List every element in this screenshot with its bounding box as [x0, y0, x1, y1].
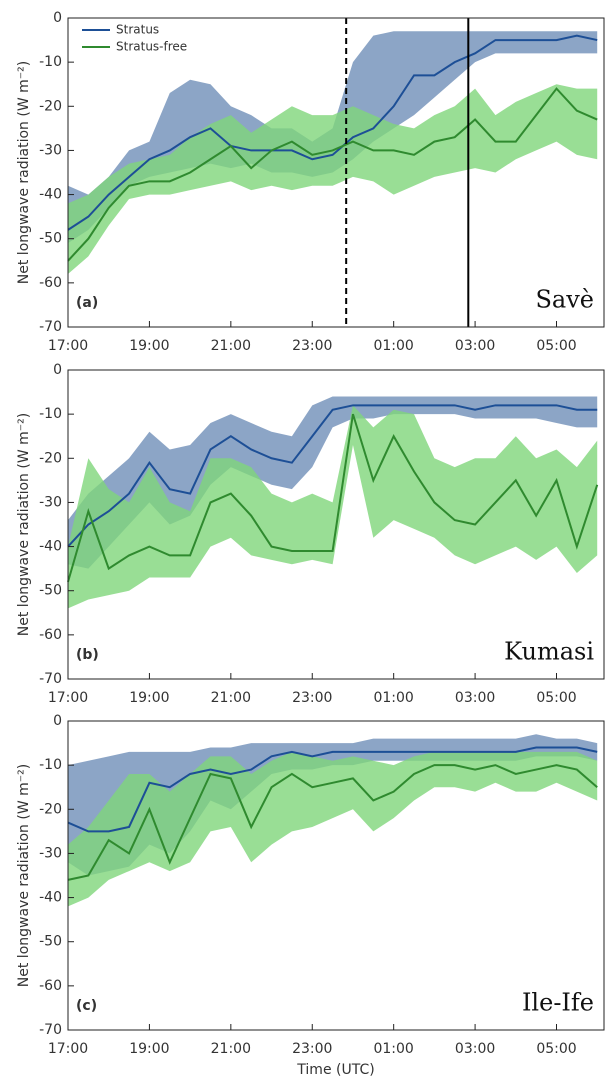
legend-label: Stratus	[116, 23, 159, 37]
x-axis-label: Time (UTC)	[296, 1062, 374, 1078]
y-tick-label: -60	[39, 275, 62, 291]
x-tick-label: 03:00	[455, 1041, 495, 1057]
y-tick-label: 0	[53, 362, 62, 378]
x-tick-label: 03:00	[455, 690, 495, 706]
panel-label: (c)	[76, 998, 97, 1014]
y-tick-label: -10	[39, 54, 62, 70]
x-tick-label: 19:00	[129, 1041, 169, 1057]
panel: 0 -10 -20 -30 -40 -50 -60 -70 17:00 19:00 21:00 23:…	[16, 10, 605, 354]
y-tick-label: -70	[39, 671, 62, 687]
y-axis-label: Net longwave radiation (W m⁻²)	[16, 764, 32, 987]
y-tick-label: -60	[39, 978, 62, 994]
plot-frame	[67, 720, 605, 1031]
y-tick-label: -30	[39, 142, 62, 158]
x-tick-label: 17:00	[48, 338, 88, 354]
y-tick-label: -40	[39, 187, 62, 203]
station-name: Savè	[535, 286, 594, 314]
panel: 0 -10 -20 -30 -40 -50 -60 -70 17:00 19:00 21:00 23:…	[16, 362, 605, 706]
x-tick-label: 23:00	[292, 690, 332, 706]
x-tick-label: 21:00	[211, 1041, 251, 1057]
y-axis-label: Net longwave radiation (W m⁻²)	[16, 61, 32, 284]
y-tick-label: -70	[39, 319, 62, 335]
x-tick-label: 03:00	[455, 338, 495, 354]
x-tick-label: 23:00	[292, 338, 332, 354]
station-name: Kumasi	[504, 638, 594, 666]
x-tick-label: 19:00	[129, 690, 169, 706]
mean-line	[67, 87, 598, 262]
panel: 0 -10 -20 -30 -40 -50 -60 -70 17:00 19:00 21:00 23:…	[16, 713, 605, 1078]
y-tick-label: -30	[39, 845, 62, 861]
x-tick-label: 05:00	[536, 1041, 576, 1057]
x-tick-label: 17:00	[48, 690, 88, 706]
x-tick-label: 21:00	[211, 690, 251, 706]
y-tick-label: -50	[39, 934, 62, 950]
mean-line	[67, 34, 598, 231]
y-tick-label: -10	[39, 757, 62, 773]
y-tick-label: -20	[39, 801, 62, 817]
y-tick-label: -50	[39, 583, 62, 599]
x-tick-label: 17:00	[48, 1041, 88, 1057]
mean-line	[67, 764, 598, 881]
y-tick-label: 0	[53, 713, 62, 729]
y-tick-label: -50	[39, 231, 62, 247]
mean-line	[67, 404, 598, 548]
panel-label: (b)	[76, 647, 99, 663]
y-tick-label: -20	[39, 98, 62, 114]
spread-band	[68, 751, 598, 907]
x-tick-label: 01:00	[373, 1041, 413, 1057]
spread-band	[68, 84, 598, 275]
y-tick-label: -20	[39, 450, 62, 466]
y-tick-label: -60	[39, 627, 62, 643]
y-tick-label: -40	[39, 539, 62, 555]
x-tick-label: 05:00	[536, 690, 576, 706]
plot-frame	[67, 17, 605, 328]
spread-band	[68, 405, 598, 609]
x-tick-label: 01:00	[373, 338, 413, 354]
mean-line	[67, 746, 598, 833]
x-tick-label: 23:00	[292, 1041, 332, 1057]
legend-label: Stratus-free	[116, 40, 187, 54]
y-tick-label: -30	[39, 494, 62, 510]
y-tick-label: -40	[39, 890, 62, 906]
x-tick-label: 05:00	[536, 338, 576, 354]
y-tick-label: -70	[39, 1022, 62, 1038]
x-tick-label: 19:00	[129, 338, 169, 354]
y-axis-label: Net longwave radiation (W m⁻²)	[16, 413, 32, 636]
legend: Stratus Stratus-free	[82, 23, 187, 54]
y-tick-label: 0	[53, 10, 62, 26]
x-tick-label: 01:00	[373, 690, 413, 706]
panel-label: (a)	[76, 295, 98, 311]
y-tick-label: -10	[39, 406, 62, 422]
x-tick-label: 21:00	[211, 338, 251, 354]
mean-line	[67, 413, 599, 583]
station-name: Ile-Ife	[522, 989, 594, 1017]
plot-frame	[67, 369, 605, 680]
spread-band	[68, 396, 598, 569]
